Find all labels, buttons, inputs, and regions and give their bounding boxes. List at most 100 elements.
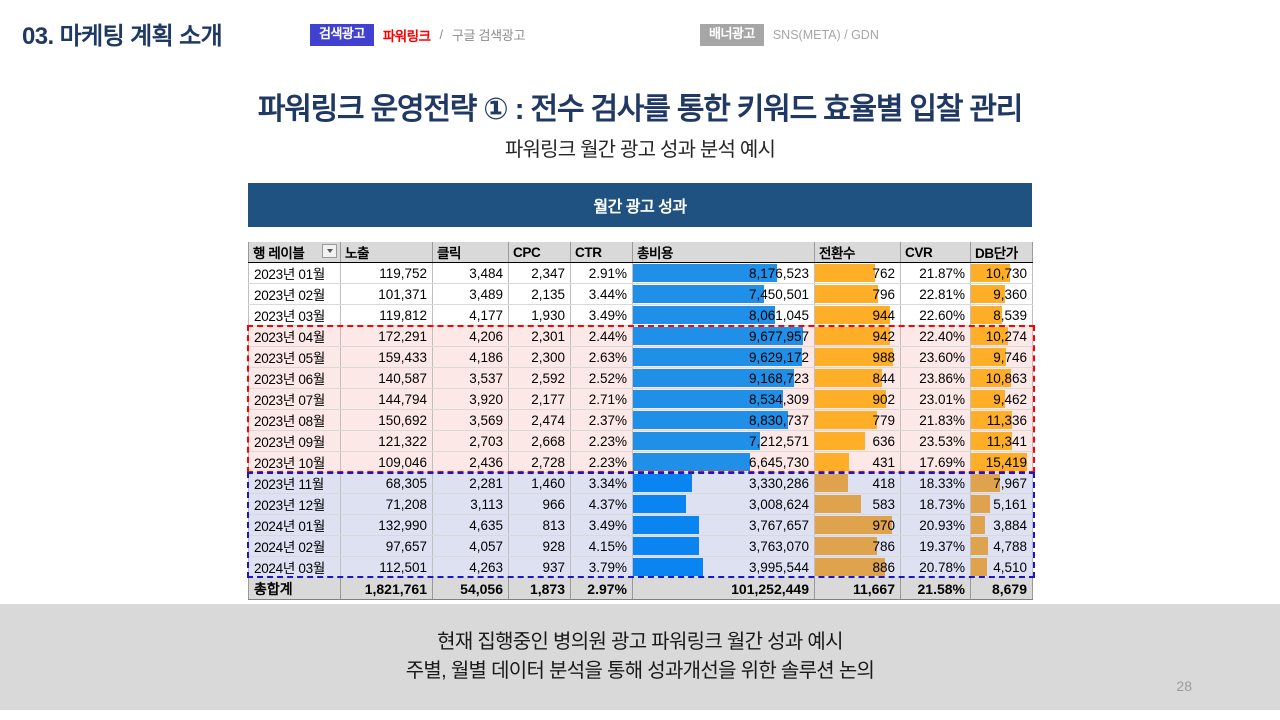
table-row[interactable]: 2023년 07월 144,794 3,920 2,177 2.71% 8,534,309… — [248, 388, 1033, 410]
channel-group-banner: 배너광고 SNS(META) / GDN — [700, 24, 879, 46]
data-bar-db — [971, 327, 1009, 345]
data-bar-db — [971, 453, 1028, 471]
table-row[interactable]: 2023년 12월 71,208 3,113 966 4.37% 3,008,624 583… — [248, 493, 1033, 515]
data-bar-cost — [633, 537, 700, 555]
cell-cvr: 23.01% — [900, 388, 971, 410]
cell-cost: 8,176,523 — [632, 262, 815, 284]
cell-cvr: 17.69% — [900, 451, 971, 473]
cell-label: 2023년 10월 — [248, 451, 341, 473]
footer-band — [0, 604, 1280, 710]
data-bar-cost — [633, 474, 692, 492]
cell-value: 7,450,501 — [748, 286, 809, 302]
col-header-7: CVR — [900, 242, 971, 263]
table-row[interactable]: 2023년 08월 150,692 3,569 2,474 2.37% 8,830,737… — [248, 409, 1033, 431]
cell-ctr: 2.37% — [570, 409, 633, 431]
data-bar-db — [971, 348, 1007, 366]
cell-imp: 119,752 — [340, 262, 433, 284]
cell-ctr: 3.79% — [570, 556, 633, 578]
col-header-6: 전환수 — [814, 242, 901, 263]
cell-label: 2023년 05월 — [248, 346, 341, 368]
cell-clk: 4,263 — [432, 556, 509, 578]
cell-cvr: 22.40% — [900, 325, 971, 347]
data-bar-cost — [633, 327, 804, 345]
table-row[interactable]: 2024년 03월 112,501 4,263 937 3.79% 3,995,544 88… — [248, 556, 1033, 578]
cell-value: 3,995,544 — [748, 559, 809, 575]
cell-cost: 9,629,172 — [632, 346, 815, 368]
table-row[interactable]: 2023년 11월 68,305 2,281 1,460 3.34% 3,330,286 4… — [248, 472, 1033, 494]
data-bar-db — [971, 264, 1011, 282]
table-row[interactable]: 2023년 03월 119,812 4,177 1,930 3.49% 8,061,045… — [248, 304, 1033, 326]
cell-value: 6,645,730 — [748, 454, 809, 470]
col-header-3: CPC — [508, 242, 571, 263]
cell-cvr: 23.86% — [900, 367, 971, 389]
page-title: 03. 마케팅 계획 소개 — [22, 23, 223, 50]
cell-value: 970 — [872, 517, 895, 533]
cell-label: 2023년 06월 — [248, 367, 341, 389]
cell-value: 7,212,571 — [748, 433, 809, 449]
cell-cv: 970 — [814, 514, 901, 536]
table-row[interactable]: 2023년 10월 109,046 2,436 2,728 2.23% 6,645,730… — [248, 451, 1033, 473]
table-row[interactable]: 2023년 01월 119,752 3,484 2,347 2.91% 8,176,523… — [248, 262, 1033, 284]
cell-ctr: 2.23% — [570, 430, 633, 452]
cell-clk: 3,113 — [432, 493, 509, 515]
cell-value: 9,746 — [993, 349, 1027, 365]
cell-cv: 636 — [814, 430, 901, 452]
chevron-down-icon[interactable] — [322, 244, 337, 258]
data-bar-cost — [633, 285, 764, 303]
cell-cv: 779 — [814, 409, 901, 431]
cell-cost: 8,061,045 — [632, 304, 815, 326]
cell-cpc: 2,668 — [508, 430, 571, 452]
table-row[interactable]: 2023년 02월 101,371 3,489 2,135 3.44% 7,450,501… — [248, 283, 1033, 305]
cell-db: 3,884 — [970, 514, 1033, 536]
data-bar-cost — [633, 390, 784, 408]
cell-value: 5,161 — [993, 496, 1027, 512]
cell-value: 762 — [872, 265, 895, 281]
cell-db: 10,730 — [970, 262, 1033, 284]
cell-value: 9,360 — [993, 286, 1027, 302]
main-title: 파워링크 운영전략 ① : 전수 검사를 통한 키워드 효율별 입찰 관리 — [257, 93, 1024, 126]
table-row[interactable]: 2024년 01월 132,990 4,635 813 3.49% 3,767,657 97… — [248, 514, 1033, 536]
cell-cv: 431 — [814, 451, 901, 473]
cell-cost: 8,830,737 — [632, 409, 815, 431]
cell-cost: 8,534,309 — [632, 388, 815, 410]
cell-clk: 3,484 — [432, 262, 509, 284]
data-bar-db — [971, 558, 988, 576]
cell-imp: 144,794 — [340, 388, 433, 410]
cell-ctr: 2.71% — [570, 388, 633, 410]
cell-clk: 4,635 — [432, 514, 509, 536]
data-bar-db — [971, 432, 1013, 450]
table-row[interactable]: 2023년 06월 140,587 3,537 2,592 2.52% 9,168,723… — [248, 367, 1033, 389]
table-row[interactable]: 2023년 09월 121,322 2,703 2,668 2.23% 7,212,571… — [248, 430, 1033, 452]
cell-label: 2023년 02월 — [248, 283, 341, 305]
cell-cv: 796 — [814, 283, 901, 305]
data-bar-cv — [815, 264, 876, 282]
badge-search-ads[interactable]: 검색광고 — [310, 24, 374, 46]
cell-value: 636 — [872, 433, 895, 449]
cell-value: 10,730 — [985, 265, 1027, 281]
cell-value: 418 — [872, 475, 895, 491]
cell-db: 8,539 — [970, 304, 1033, 326]
table-header-row: 행 레이블 노출 클릭 CPC CTR 총비용 전환수 CVR DB단가 — [248, 242, 1033, 263]
table-body: 2023년 01월 119,752 3,484 2,347 2.91% 8,176,523… — [248, 262, 1033, 578]
badge-banner-ads[interactable]: 배너광고 — [700, 24, 764, 46]
total-cell-ctr: 2.97% — [570, 577, 633, 600]
cell-value: 7,967 — [993, 475, 1027, 491]
table-row[interactable]: 2024년 02월 97,657 4,057 928 4.15% 3,763,070 786… — [248, 535, 1033, 557]
cell-imp: 140,587 — [340, 367, 433, 389]
cell-imp: 101,371 — [340, 283, 433, 305]
cell-db: 7,967 — [970, 472, 1033, 494]
channel-google-search-label: 구글 검색광고 — [451, 28, 526, 44]
cell-value: 942 — [872, 328, 895, 344]
cell-clk: 4,186 — [432, 346, 509, 368]
cell-db: 4,788 — [970, 535, 1033, 557]
cell-label: 2023년 04월 — [248, 325, 341, 347]
cell-cost: 3,763,070 — [632, 535, 815, 557]
cell-cv: 886 — [814, 556, 901, 578]
cell-value: 9,677,957 — [748, 328, 809, 344]
channel-separator: / — [439, 27, 444, 43]
table-row[interactable]: 2023년 04월 172,291 4,206 2,301 2.44% 9,677,957… — [248, 325, 1033, 347]
table-row[interactable]: 2023년 05월 159,433 4,186 2,300 2.63% 9,629,172… — [248, 346, 1033, 368]
cell-cv: 583 — [814, 493, 901, 515]
cell-value: 3,330,286 — [748, 475, 809, 491]
